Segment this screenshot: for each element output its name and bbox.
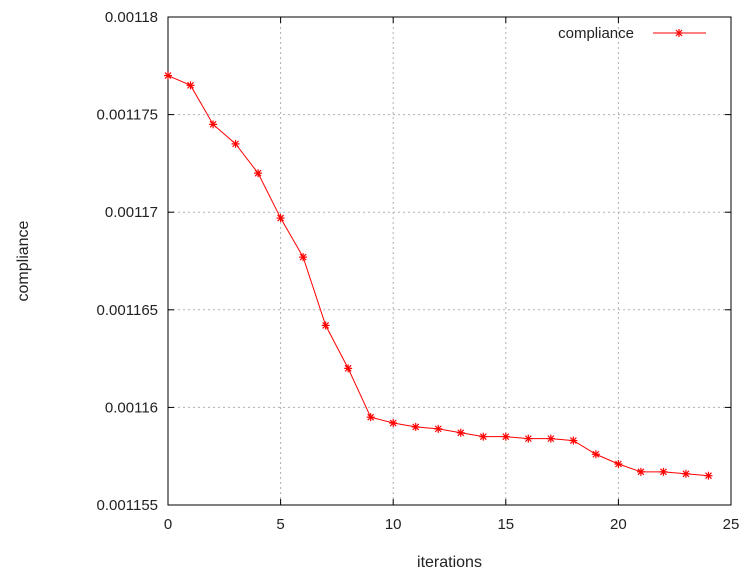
series-layer bbox=[164, 71, 713, 480]
series-line bbox=[167, 75, 709, 477]
data-point-marker bbox=[321, 321, 330, 330]
x-axis-label: iterations bbox=[417, 554, 482, 571]
y-tick-label: 0.001165 bbox=[97, 302, 158, 319]
legend: compliance bbox=[558, 25, 706, 42]
x-tick-label: 10 bbox=[385, 516, 402, 533]
x-tick-label: 0 bbox=[164, 516, 172, 533]
data-point-marker bbox=[681, 469, 690, 478]
y-tick-label: 0.001175 bbox=[97, 107, 158, 124]
data-point-marker bbox=[299, 253, 308, 262]
data-point-marker bbox=[231, 139, 240, 148]
x-tick-label: 25 bbox=[723, 516, 740, 533]
data-point-marker bbox=[276, 214, 285, 223]
legend-marker bbox=[675, 29, 683, 37]
data-point-marker bbox=[479, 432, 488, 441]
x-tick-label: 15 bbox=[497, 516, 514, 533]
y-tick-label: 0.001155 bbox=[97, 497, 158, 514]
y-tick-label: 0.00118 bbox=[105, 9, 158, 26]
data-point-marker bbox=[704, 471, 713, 480]
data-point-marker bbox=[411, 422, 420, 431]
data-point-marker bbox=[569, 436, 578, 445]
data-point-marker bbox=[186, 81, 195, 90]
data-point-marker bbox=[659, 467, 668, 476]
data-point-marker bbox=[501, 432, 510, 441]
data-point-marker bbox=[524, 434, 533, 443]
legend-marker-icon bbox=[675, 29, 683, 37]
data-point-marker bbox=[164, 71, 172, 80]
data-point-marker bbox=[434, 424, 443, 433]
axis-ticks: 0 5 10 15 20 25 0.001155 0.00116 0.001165 0.00117… bbox=[97, 9, 740, 533]
data-point-marker bbox=[389, 419, 398, 428]
data-point-marker bbox=[456, 428, 465, 437]
x-tick-label: 5 bbox=[276, 516, 284, 533]
y-axis-label: compliance bbox=[15, 220, 32, 301]
y-tick-label: 0.00117 bbox=[105, 204, 158, 221]
data-point-marker bbox=[209, 120, 218, 129]
legend-label: compliance bbox=[558, 25, 634, 42]
data-point-marker bbox=[344, 364, 353, 373]
x-tick-label: 20 bbox=[610, 516, 627, 533]
data-point-marker bbox=[366, 413, 375, 422]
y-tick-label: 0.00116 bbox=[105, 399, 158, 416]
data-point-marker bbox=[546, 434, 555, 443]
grid-lines bbox=[168, 17, 731, 505]
plot-frame bbox=[167, 16, 732, 506]
data-point-marker bbox=[636, 467, 645, 476]
data-point-marker bbox=[254, 169, 263, 178]
data-point-marker bbox=[591, 450, 600, 459]
data-point-marker bbox=[614, 460, 623, 469]
